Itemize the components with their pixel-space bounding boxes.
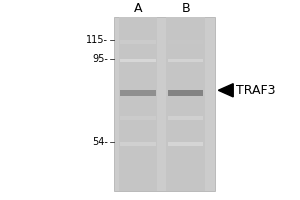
Bar bbox=[168, 116, 203, 120]
Text: 95-: 95- bbox=[92, 54, 108, 64]
Text: TRAF3: TRAF3 bbox=[236, 84, 276, 97]
Text: A: A bbox=[134, 2, 142, 15]
Bar bbox=[120, 142, 156, 146]
Bar bbox=[168, 90, 203, 96]
Bar bbox=[120, 40, 156, 44]
Bar bbox=[168, 40, 203, 44]
Bar bbox=[168, 59, 203, 62]
Text: 54-: 54- bbox=[92, 137, 108, 147]
Text: B: B bbox=[182, 2, 190, 15]
Bar bbox=[120, 90, 156, 96]
Bar bbox=[168, 142, 203, 146]
Bar bbox=[120, 116, 156, 120]
Bar bbox=[120, 59, 156, 62]
Bar bbox=[166, 17, 205, 191]
Bar bbox=[119, 17, 158, 191]
Polygon shape bbox=[218, 84, 233, 97]
Text: 115-: 115- bbox=[86, 35, 108, 45]
Bar bbox=[114, 17, 215, 191]
